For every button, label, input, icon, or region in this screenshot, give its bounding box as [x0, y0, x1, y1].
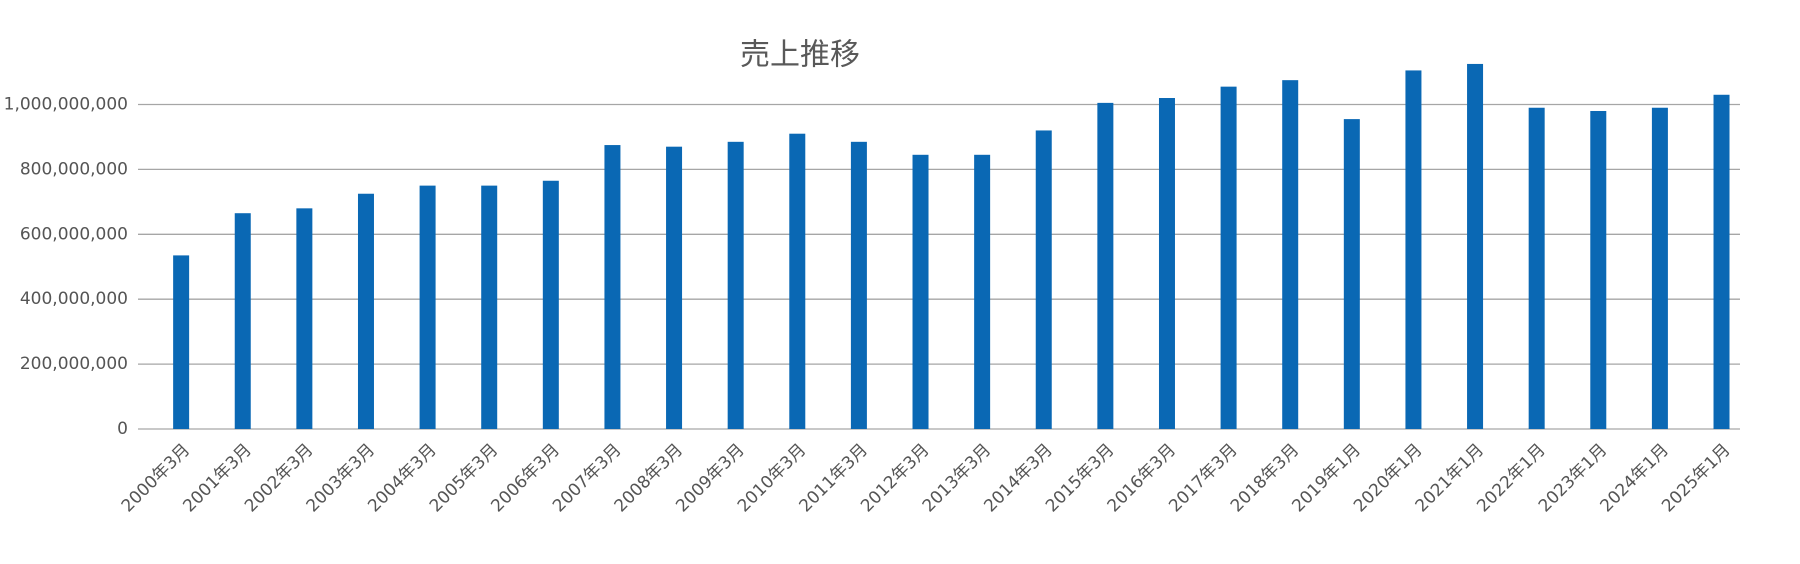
bar: [1220, 86, 1237, 429]
bar: [850, 141, 867, 429]
bar: [481, 185, 498, 429]
bar: [727, 141, 744, 429]
y-tick-label: 0: [117, 419, 128, 439]
bar: [1343, 119, 1360, 429]
bar: [1713, 94, 1730, 429]
bar: [1405, 70, 1422, 430]
bar: [1282, 80, 1299, 429]
bar: [1035, 130, 1052, 429]
bar: [542, 180, 559, 429]
bar: [1158, 98, 1175, 429]
bar: [604, 145, 621, 429]
bar: [1651, 107, 1668, 430]
bar: [173, 255, 190, 429]
bar: [234, 213, 251, 429]
bar: [419, 185, 436, 429]
bar: [912, 154, 929, 430]
bar: [357, 193, 374, 429]
chart-title: 売上推移: [740, 38, 860, 73]
y-tick-label: 400,000,000: [20, 289, 128, 309]
bar: [1097, 102, 1114, 429]
bar: [974, 154, 991, 430]
bar: [789, 133, 806, 429]
y-tick-label: 800,000,000: [20, 159, 128, 179]
y-tick-label: 200,000,000: [20, 354, 128, 374]
bar: [1590, 110, 1607, 430]
y-tick-label: 1,000,000,000: [4, 95, 128, 115]
bar: [296, 208, 313, 429]
bar: [1467, 63, 1484, 429]
y-tick-label: 600,000,000: [20, 224, 128, 244]
bar: [1528, 107, 1545, 430]
bar: [666, 146, 683, 429]
